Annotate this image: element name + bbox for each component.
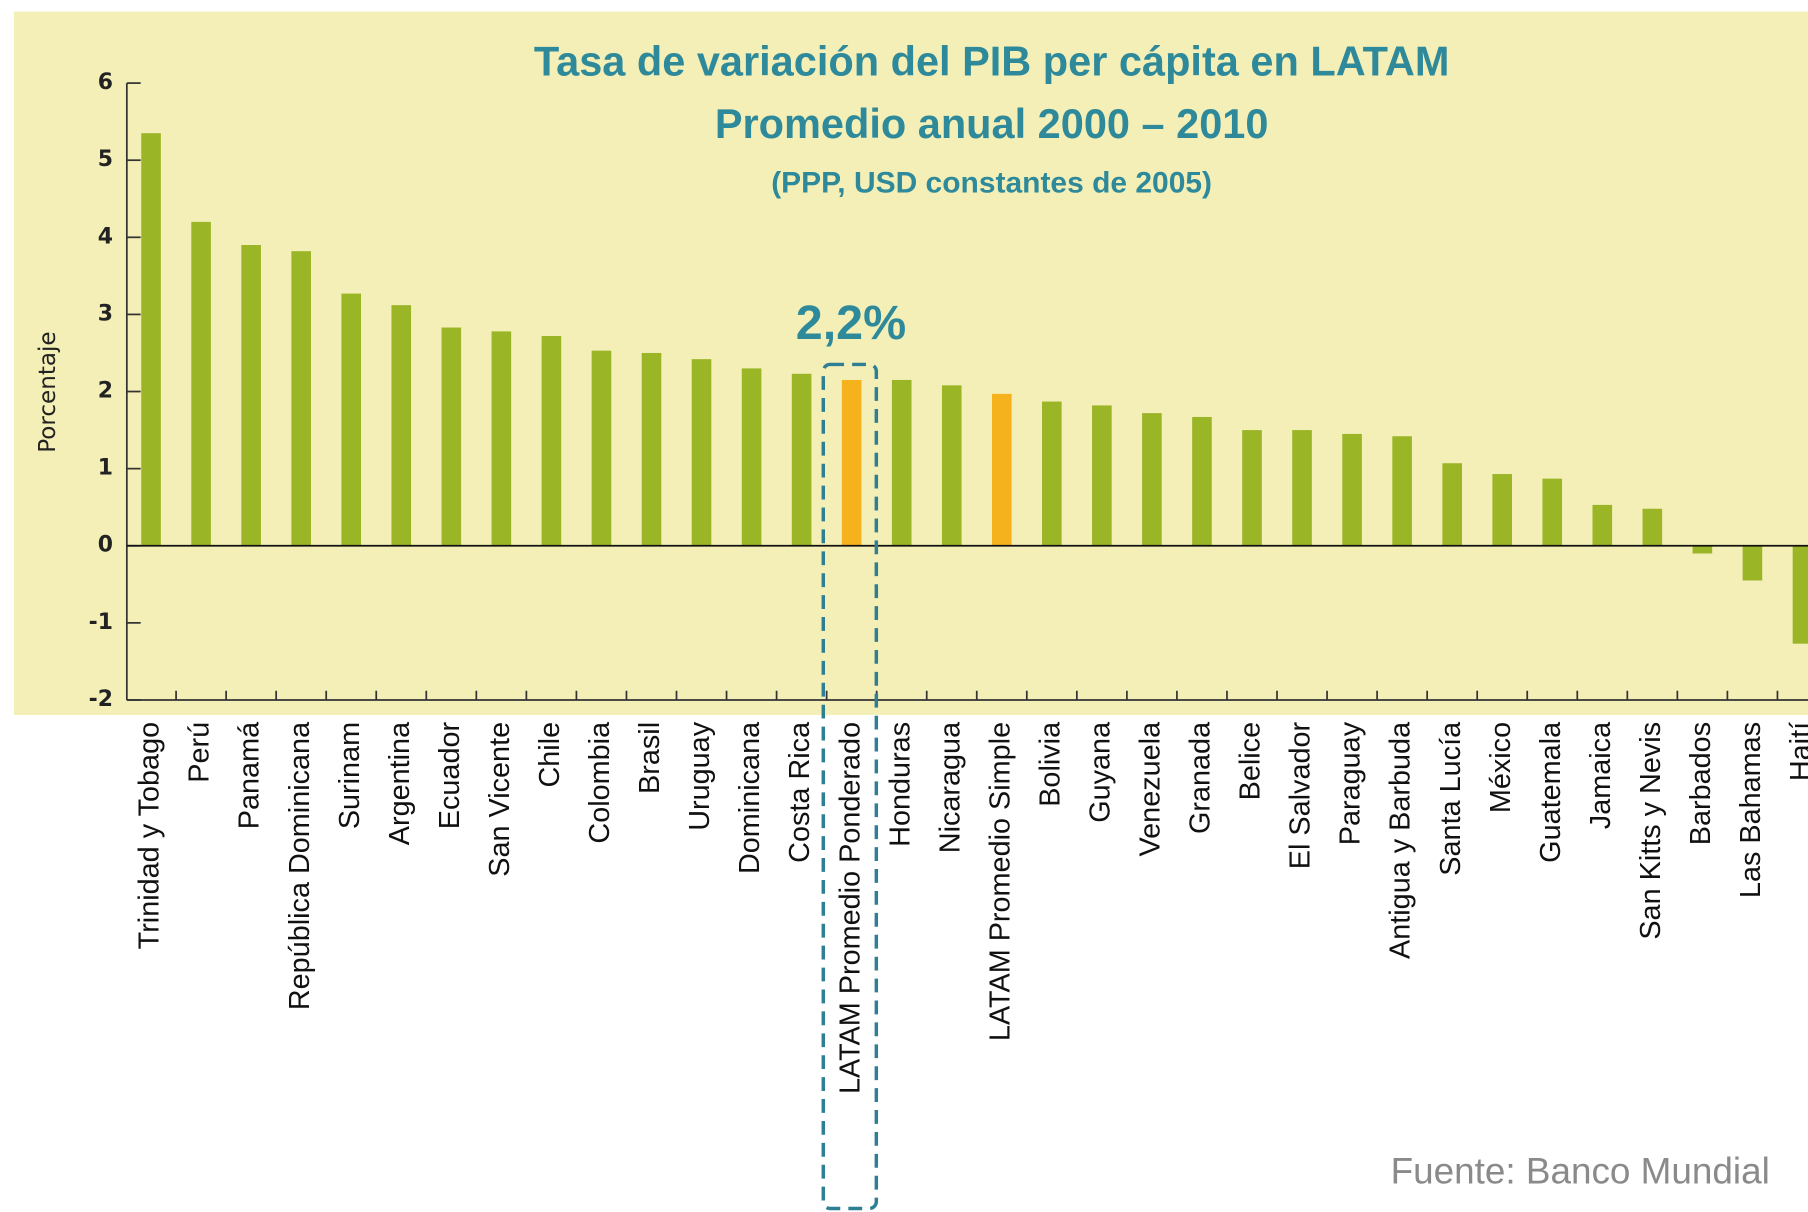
bar (1592, 504, 1613, 546)
x-tick-label: Guyana (1084, 721, 1116, 823)
x-tick-label: Granada (1185, 721, 1217, 834)
annotation: 2,2% (796, 296, 906, 350)
x-tick-label: Dominicana (734, 721, 766, 874)
bar (1042, 401, 1062, 546)
x-tick-label: Colombia (584, 721, 616, 844)
bar (241, 245, 261, 546)
x-tick-label: Argentina (384, 721, 416, 845)
bar (1492, 474, 1513, 546)
x-tick-label: Guatemala (1535, 721, 1567, 863)
marks: -2 -1 0 1 2 3 4 5 6 Trinidad y Tobago Perú Panamá Re… (89, 70, 1808, 1094)
bar (1642, 508, 1663, 546)
y-tick-label: 5 (98, 147, 113, 172)
bar (441, 327, 462, 546)
x-tick-label: Brasil (634, 722, 666, 794)
bar (1192, 416, 1212, 546)
x-tick-label: Haití (1785, 722, 1808, 781)
y-tick-label: -2 (89, 687, 113, 712)
bar (841, 379, 862, 546)
bar (1142, 413, 1162, 546)
x-tick-label: Chile (534, 722, 566, 788)
bar (141, 133, 161, 546)
bar (1792, 545, 1808, 644)
x-tick-label: Venezuela (1135, 721, 1167, 857)
y-tick-label: 3 (98, 301, 113, 326)
x-tick-label: LATAM Promedio Ponderado (834, 722, 866, 1094)
bar (691, 359, 712, 546)
bar (391, 305, 412, 546)
bar (541, 336, 562, 546)
bar (491, 331, 512, 546)
x-tick-label: Ecuador (434, 721, 466, 829)
y-tick-label: 0 (98, 533, 113, 558)
source: Fuente: Banco Mundial (1391, 1151, 1770, 1192)
x-tick-label: Perú (184, 722, 216, 783)
x-tick-label: Santa Lucía (1435, 721, 1467, 876)
x-tick-label: Panamá (234, 721, 266, 829)
bar (191, 221, 211, 546)
x-tick-label: Barbados (1685, 722, 1717, 845)
x-tick-label: Belice (1235, 722, 1267, 800)
y-tick-label: -1 (89, 610, 113, 635)
highlight-box (821, 362, 879, 1211)
x-tick-label: San Vicente (484, 722, 516, 877)
bar (1692, 545, 1713, 554)
bar (341, 293, 362, 546)
y-tick-label: 6 (98, 70, 113, 95)
bar (941, 385, 962, 546)
x-tick-label: Costa Rica (784, 721, 816, 863)
x-tick-label: El Salvador (1285, 721, 1317, 869)
x-tick-label: México (1485, 722, 1517, 813)
bar (291, 251, 311, 546)
x-tick-label: Paraguay (1335, 721, 1367, 845)
y-tick-label: 4 (98, 224, 113, 249)
chart-note: (PPP, USD constantes de 2005) (771, 166, 1212, 199)
bar (1742, 545, 1763, 581)
x-tick-label: Las Bahamas (1735, 722, 1767, 898)
bar (591, 350, 612, 546)
x-tick-label: República Dominicana (284, 721, 316, 1010)
x-tick-label: San Kitts y Nevis (1635, 722, 1667, 940)
x-tick-label: Uruguay (684, 721, 716, 830)
bar (991, 393, 1012, 546)
bar (1342, 433, 1362, 546)
bar (1092, 405, 1112, 546)
bar (1442, 463, 1462, 546)
bar (1292, 430, 1312, 546)
x-tick-label: Nicaragua (934, 721, 966, 853)
y-tick-label: 2 (98, 379, 113, 404)
x-tick-label: Surinam (334, 722, 366, 829)
bar (741, 368, 762, 546)
x-tick-label: Trinidad y Tobago (134, 722, 166, 949)
bar (641, 352, 662, 546)
bar (1392, 436, 1412, 546)
bar (891, 379, 912, 546)
bar (791, 373, 812, 546)
plot-background (13, 11, 1808, 715)
bar (1542, 478, 1563, 546)
y-axis-label: Porcentaje (35, 331, 61, 452)
x-tick-label: Antigua y Barbuda (1385, 721, 1417, 959)
x-tick-label: Jamaica (1585, 721, 1617, 829)
y-tick-label: 1 (98, 456, 113, 481)
chart-subtitle: Promedio anual 2000 – 2010 (715, 100, 1269, 147)
x-tick-label: LATAM Promedio Simple (984, 722, 1016, 1041)
bar (1242, 430, 1262, 546)
x-tick-label: Honduras (884, 722, 916, 847)
chart-title: Tasa de variación del PIB per cápita en … (534, 38, 1450, 85)
x-tick-label: Bolivia (1034, 721, 1066, 807)
